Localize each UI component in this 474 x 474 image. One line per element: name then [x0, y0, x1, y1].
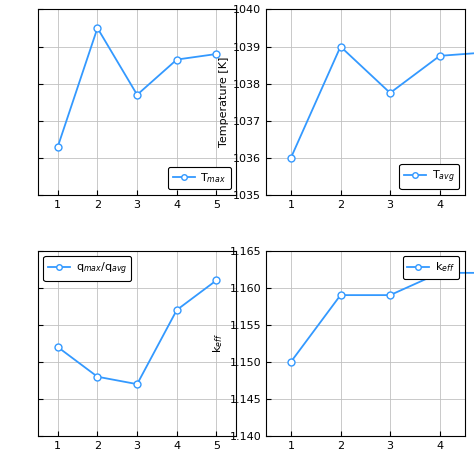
Y-axis label: k$_{eff}$: k$_{eff}$: [211, 333, 225, 353]
Legend: T$_{max}$: T$_{max}$: [168, 167, 231, 190]
Y-axis label: Temperature [K]: Temperature [K]: [219, 57, 229, 147]
Legend: k$_{eff}$: k$_{eff}$: [402, 256, 459, 279]
Legend: T$_{avg}$: T$_{avg}$: [400, 164, 459, 190]
Legend: q$_{max}$/q$_{avg}$: q$_{max}$/q$_{avg}$: [44, 256, 131, 282]
